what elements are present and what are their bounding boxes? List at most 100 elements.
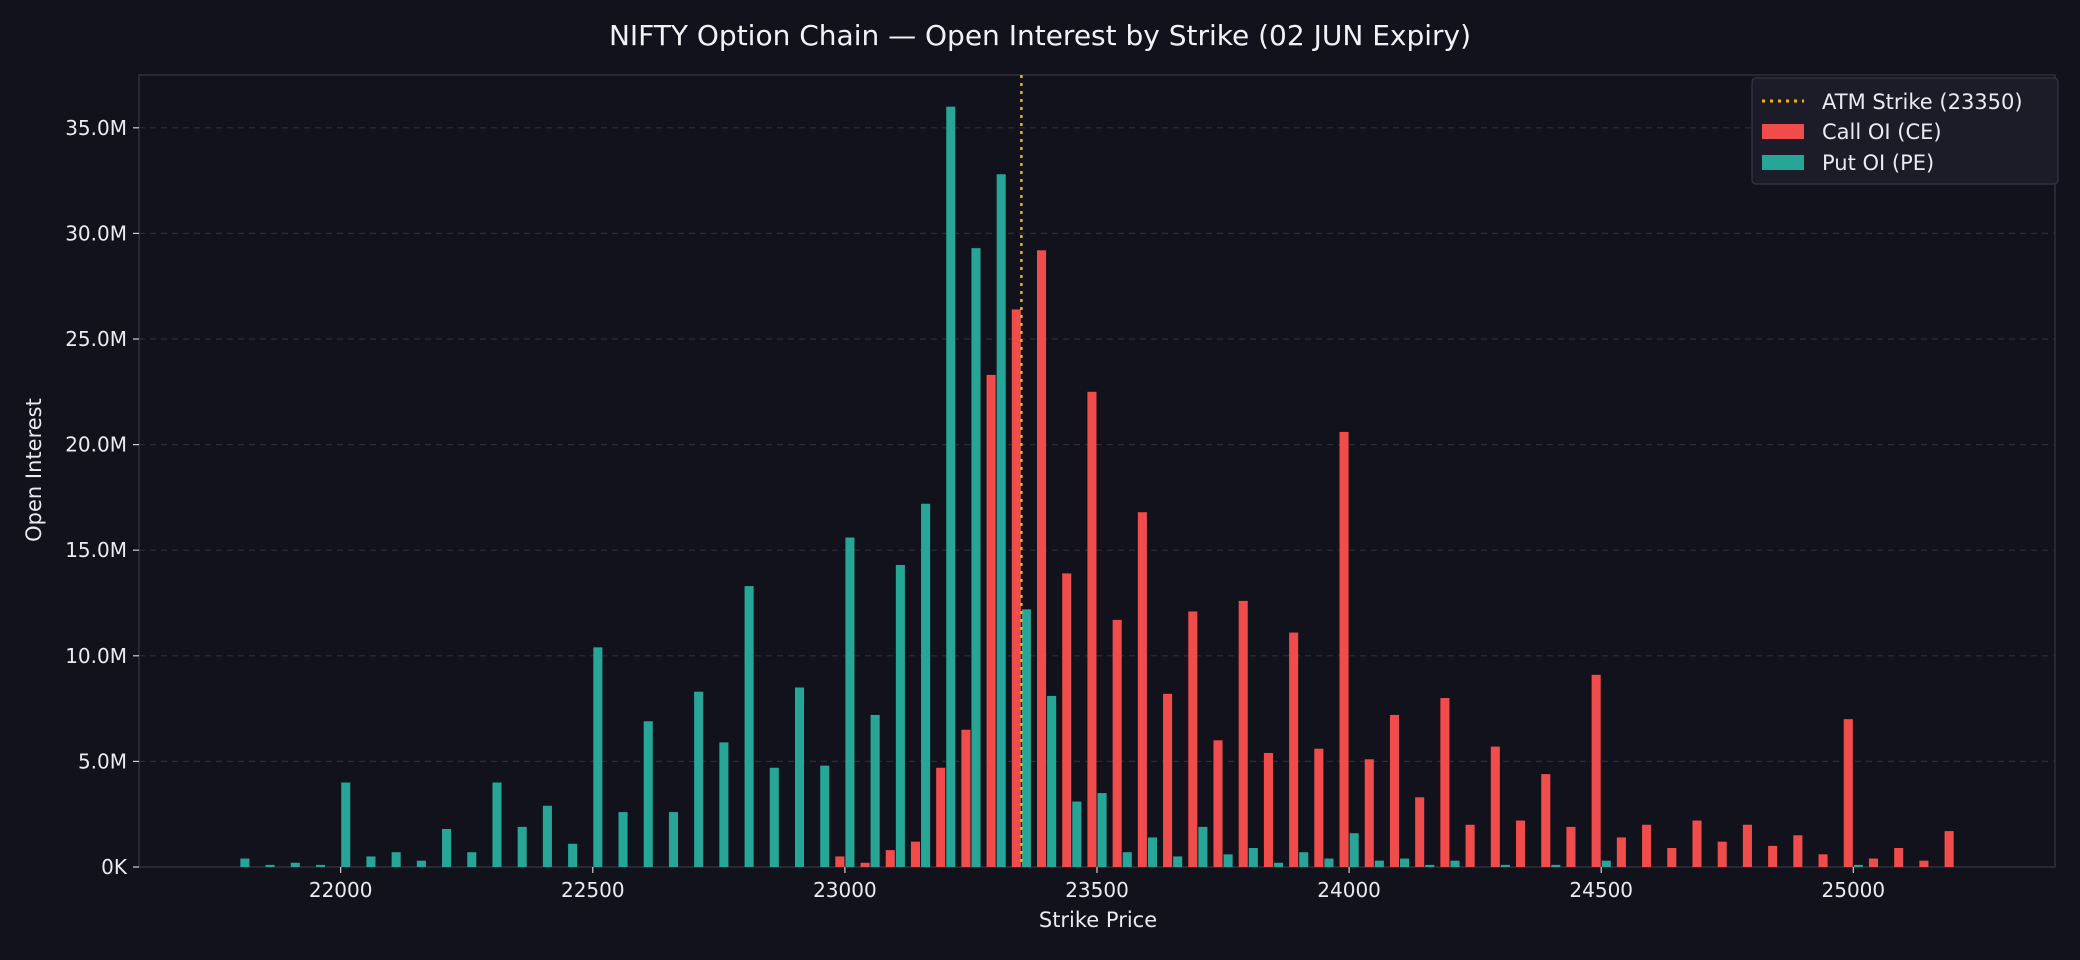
call-oi-bar xyxy=(1591,674,1601,867)
put-oi-bar xyxy=(1072,801,1082,867)
call-oi-bar xyxy=(910,841,921,867)
plot-area xyxy=(138,74,2056,868)
call-oi-bar xyxy=(835,856,845,867)
y-tick-label: 15.0M xyxy=(65,538,127,562)
call-oi-bar xyxy=(885,850,895,867)
put-oi-bar xyxy=(1400,858,1410,867)
put-oi-bar xyxy=(769,767,779,867)
put-oi-bar xyxy=(416,860,426,867)
y-tick-label: 0K xyxy=(101,855,128,879)
put-oi-bar xyxy=(1324,858,1334,867)
call-oi-bar xyxy=(1944,831,1954,867)
put-oi-bar xyxy=(870,714,880,867)
call-oi-bar xyxy=(1717,841,1727,867)
put-oi-bar xyxy=(593,647,603,867)
y-tick-label: 20.0M xyxy=(65,433,127,457)
put-oi-bar xyxy=(1173,856,1183,867)
call-oi-bar xyxy=(1339,431,1349,867)
x-tick-label: 23000 xyxy=(813,878,877,902)
call-oi-bar xyxy=(1793,835,1803,867)
x-tick-label: 24000 xyxy=(1317,878,1381,902)
legend-call-swatch xyxy=(1762,124,1804,139)
put-oi-bar xyxy=(1047,695,1057,867)
call-oi-bar xyxy=(1692,820,1702,867)
call-oi-bar xyxy=(1465,824,1475,867)
put-oi-bar xyxy=(391,852,401,867)
x-axis-ticks: 22000 22500 23000 23500 24000 24500 25000 xyxy=(309,867,1885,902)
call-oi-bar xyxy=(1137,512,1147,867)
x-tick-label: 25000 xyxy=(1822,878,1886,902)
put-oi-bar xyxy=(1122,852,1132,867)
put-oi-bar xyxy=(996,174,1006,867)
put-oi-bar xyxy=(341,782,351,867)
call-oi-bar xyxy=(1642,824,1652,867)
put-oi-bar xyxy=(820,765,830,867)
call-oi-bar xyxy=(1541,774,1551,867)
call-oi-bar xyxy=(1163,693,1173,867)
call-oi-bar xyxy=(1389,714,1400,867)
put-oi-bar xyxy=(794,687,805,867)
call-oi-bar xyxy=(961,729,971,867)
put-oi-bar xyxy=(618,812,628,867)
put-oi-bar xyxy=(366,856,376,867)
legend-atm-label: ATM Strike (23350) xyxy=(1822,90,2023,114)
put-oi-bar xyxy=(1425,864,1435,867)
put-oi-bar xyxy=(719,742,729,867)
call-oi-bar xyxy=(986,374,996,867)
put-oi-bar xyxy=(1198,826,1208,867)
legend-put-label: Put OI (PE) xyxy=(1822,151,1934,175)
put-oi-bar xyxy=(1299,852,1309,867)
put-oi-bar xyxy=(1349,833,1359,867)
put-oi-bar xyxy=(1601,860,1611,867)
x-tick-label: 23500 xyxy=(1065,878,1129,902)
put-oi-bar xyxy=(1021,609,1031,867)
call-oi-bar xyxy=(1314,748,1324,867)
y-tick-label: 5.0M xyxy=(78,749,127,773)
put-oi-bar xyxy=(946,106,956,868)
call-oi-bar xyxy=(1440,698,1450,867)
grid-lines xyxy=(139,127,2055,763)
put-oi-bar xyxy=(845,537,855,867)
put-oi-bar xyxy=(1853,864,1863,867)
put-oi-bar xyxy=(442,828,452,867)
put-oi-bar xyxy=(643,721,653,867)
x-tick-label: 24500 xyxy=(1569,878,1633,902)
put-oi-bar xyxy=(1450,860,1460,867)
chart-title: NIFTY Option Chain — Open Interest by St… xyxy=(609,19,1471,52)
call-oi-bar xyxy=(1238,600,1248,867)
put-oi-bar xyxy=(1374,860,1384,867)
call-oi-bar xyxy=(1289,632,1299,867)
call-oi-bar xyxy=(1263,752,1273,867)
put-oi-bar xyxy=(1248,847,1258,867)
call-oi-bar xyxy=(1364,759,1374,867)
call-oi-bar xyxy=(860,862,870,867)
put-oi-bar xyxy=(517,826,527,867)
bars-layer xyxy=(240,106,1954,868)
y-tick-label: 10.0M xyxy=(65,644,127,668)
put-oi-bar xyxy=(1551,864,1561,867)
call-oi-bar xyxy=(1213,740,1223,867)
y-axis-title: Open Interest xyxy=(22,398,46,542)
call-oi-bar xyxy=(1188,611,1198,867)
y-axis-ticks: 0K 5.0M 10.0M 15.0M 20.0M 25.0M 30.0M 35.0M xyxy=(65,116,139,879)
call-oi-bar xyxy=(1868,858,1879,867)
call-oi-bar xyxy=(1894,847,1904,867)
legend-put-swatch xyxy=(1762,155,1804,170)
legend: ATM Strike (23350) Call OI (CE) Put OI (… xyxy=(1751,77,2059,185)
call-oi-bar xyxy=(1919,860,1929,867)
put-oi-bar xyxy=(568,843,578,867)
put-oi-bar xyxy=(1500,864,1510,867)
put-oi-bar xyxy=(1147,837,1158,867)
call-oi-bar xyxy=(1062,573,1072,867)
put-oi-bar xyxy=(668,812,679,867)
call-oi-bar xyxy=(1011,309,1021,867)
call-oi-bar xyxy=(1843,719,1853,867)
y-tick-label: 25.0M xyxy=(65,327,127,351)
x-tick-label: 22500 xyxy=(561,878,625,902)
call-oi-bar xyxy=(1742,824,1752,867)
put-oi-bar xyxy=(895,564,905,867)
y-tick-label: 35.0M xyxy=(65,116,127,140)
y-tick-label: 30.0M xyxy=(65,221,127,245)
